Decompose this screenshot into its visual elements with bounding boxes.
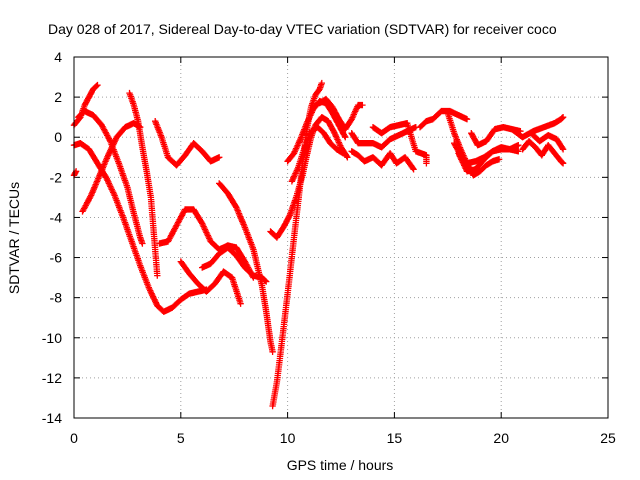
x-tick-label: 20 <box>493 430 509 446</box>
series-markers <box>284 97 349 165</box>
series-markers <box>152 118 223 169</box>
data-series <box>216 180 276 355</box>
data-series <box>369 120 430 167</box>
series-markers <box>267 114 351 241</box>
x-tick-label: 15 <box>387 430 403 446</box>
series-markers <box>519 138 567 167</box>
data-series <box>316 95 366 133</box>
axis-ticks: 0 5 10 15 20 25 -14 -12 -10 -8 -6 -4 -2 0 2 4 <box>42 49 616 446</box>
data-series <box>284 97 349 165</box>
data-series <box>527 130 567 153</box>
data-series <box>79 120 144 215</box>
data-series <box>126 89 161 279</box>
series-markers <box>156 206 257 281</box>
plot-frame <box>73 56 609 419</box>
data-series <box>70 140 210 315</box>
x-tick-label: 5 <box>177 430 185 446</box>
series-markers <box>455 142 522 175</box>
x-tick-label: 10 <box>280 430 296 446</box>
series-markers <box>177 258 244 307</box>
y-tick-label: 2 <box>54 89 62 105</box>
data-series <box>519 138 567 167</box>
y-tick-label: -4 <box>50 209 63 225</box>
series-markers <box>416 107 471 131</box>
y-tick-label: -8 <box>50 290 63 306</box>
y-tick-label: -6 <box>50 250 63 266</box>
data-series <box>416 107 471 131</box>
series-markers <box>527 130 567 153</box>
series-markers <box>216 180 276 355</box>
y-tick-label: -12 <box>42 370 62 386</box>
data-series <box>288 124 347 185</box>
series-markers <box>126 89 161 279</box>
data-series <box>348 148 417 173</box>
data-series <box>455 142 522 175</box>
series-markers <box>288 124 347 185</box>
series-markers <box>316 95 366 133</box>
data-series <box>152 118 223 169</box>
data-series <box>177 258 244 307</box>
data-points <box>70 79 567 410</box>
y-tick-label: 4 <box>54 49 62 65</box>
series-markers <box>70 140 210 315</box>
x-tick-label: 0 <box>70 430 78 446</box>
chart-title: Day 028 of 2017, Sidereal Day-to-day VTE… <box>48 21 557 37</box>
data-series <box>267 114 351 241</box>
series-markers <box>348 148 417 173</box>
y-tick-label: -14 <box>42 410 62 426</box>
series-markers <box>369 120 430 167</box>
y-axis-title: SDTVAR / TECUs <box>6 182 22 294</box>
y-tick-label: 0 <box>54 129 62 145</box>
x-tick-label: 25 <box>600 430 616 446</box>
y-tick-label: -10 <box>42 330 62 346</box>
x-axis-title: GPS time / hours <box>287 457 394 473</box>
y-tick-label: -2 <box>50 169 63 185</box>
series-markers <box>79 120 144 215</box>
data-series <box>156 206 257 281</box>
